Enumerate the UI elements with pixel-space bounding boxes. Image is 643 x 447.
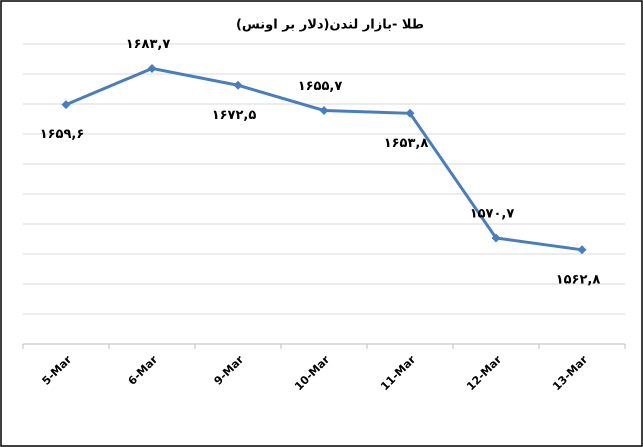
point — [319, 105, 329, 115]
data-label: ۱۶۵۳,۸ — [384, 136, 429, 151]
point — [233, 80, 243, 90]
data-label: ۱۶۵۹,۶ — [40, 127, 85, 142]
data-label: ۱۵۷۰,۷ — [470, 206, 515, 221]
data-label: ۱۶۵۵,۷ — [298, 79, 343, 94]
data-label: ۱۶۸۳,۷ — [126, 37, 171, 52]
point — [491, 233, 501, 243]
chart-title: طلا -بازار لندن(دلار بر اونس) — [236, 18, 424, 33]
point — [577, 245, 587, 255]
data-label: ۱۵۶۲,۸ — [556, 272, 601, 287]
point — [405, 108, 415, 118]
data-label: ۱۶۷۲,۵ — [212, 108, 257, 123]
point — [147, 63, 157, 73]
point — [61, 100, 71, 110]
